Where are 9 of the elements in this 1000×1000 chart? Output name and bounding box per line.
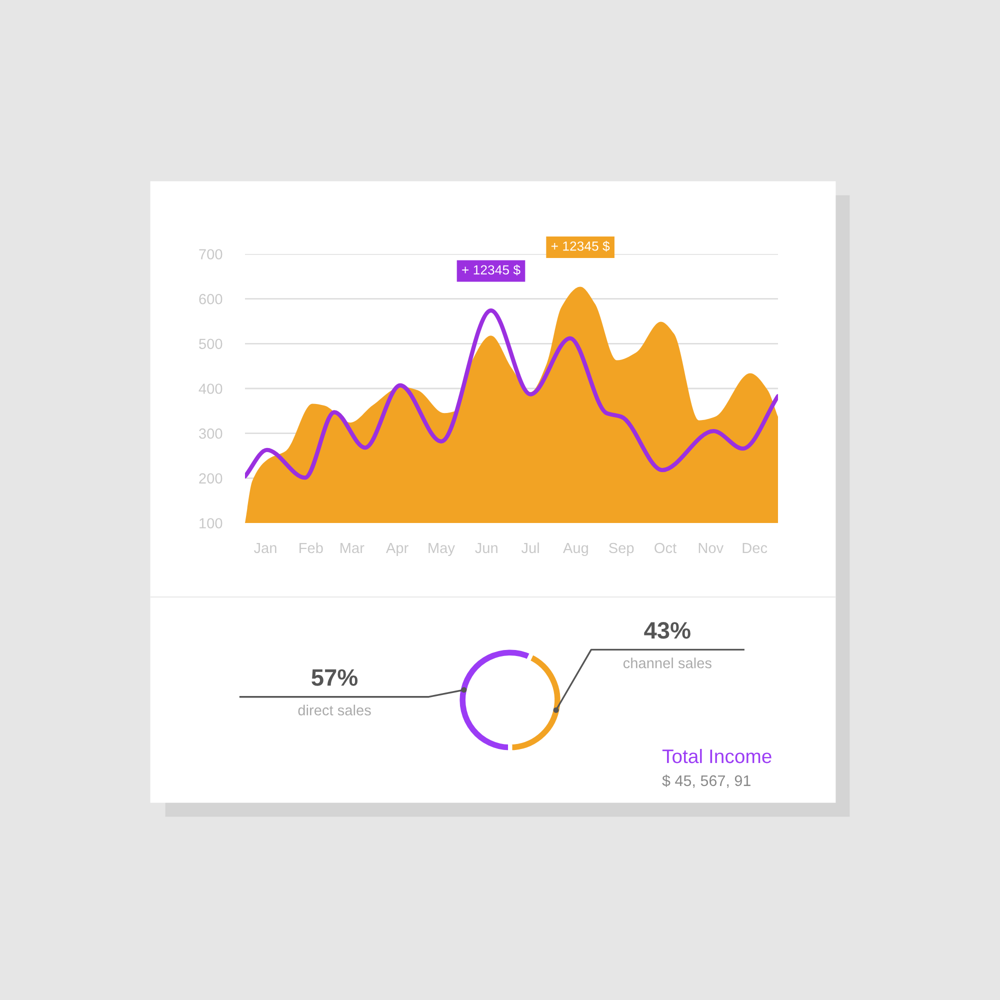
- slice-label: channel sales: [623, 658, 712, 668]
- data-label: 57%: [312, 669, 358, 686]
- text: Total Income: [662, 748, 772, 764]
- annotation: + 12345 $: [551, 240, 610, 252]
- text: $ 45, 567, 91: [662, 774, 750, 788]
- line-series: [245, 308, 778, 480]
- annotation: + 12345 $: [462, 264, 520, 276]
- slice-label: direct sales: [298, 704, 371, 716]
- data-label: 43%: [644, 622, 690, 639]
